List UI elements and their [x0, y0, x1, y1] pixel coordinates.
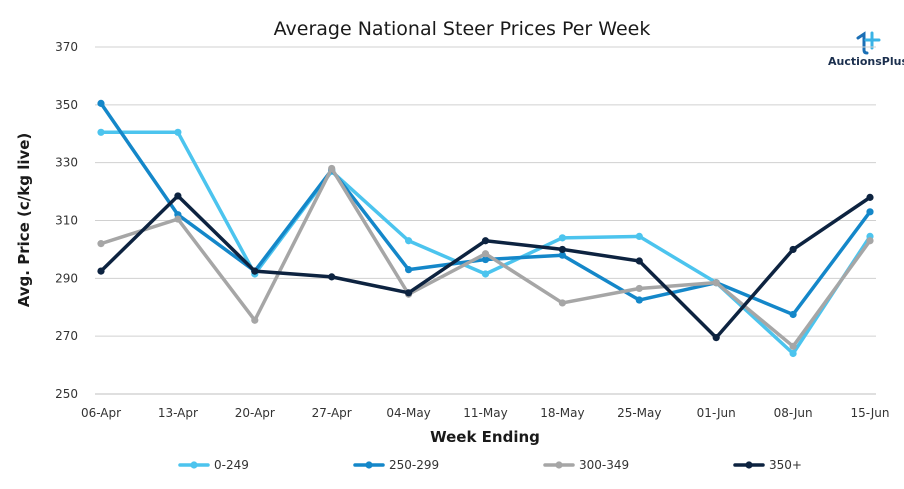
y-tick-label: 370 [55, 40, 78, 54]
chart-title: Average National Steer Prices Per Week [274, 18, 651, 40]
legend-swatch-marker [190, 461, 198, 469]
series-lines [97, 99, 874, 358]
data-point [866, 193, 874, 201]
x-axis-ticks: 06-Apr 13-Apr 20-Apr 27-Apr 04-May 11-May 18-M… [81, 406, 890, 420]
y-tick-label: 350 [55, 98, 78, 112]
data-point [481, 270, 490, 278]
x-tick-label: 11-May [463, 406, 507, 420]
y-axis-label: Avg. Price (c/kg live) [15, 133, 33, 308]
data-point [635, 257, 643, 265]
data-point [97, 99, 105, 107]
y-tick-label: 310 [55, 214, 78, 228]
x-tick-label: 13-Apr [158, 406, 198, 420]
legend-item: 0-249 [178, 458, 249, 472]
data-point [866, 237, 874, 245]
x-tick-label: 18-May [540, 406, 584, 420]
data-point [866, 208, 874, 216]
data-point [789, 310, 797, 319]
logo-text: AuctionsPlus [828, 55, 904, 68]
legend-item: 350+ [733, 458, 802, 472]
data-point [251, 267, 259, 275]
data-point [174, 192, 182, 200]
x-tick-label: 06-Apr [81, 406, 121, 420]
y-tick-label: 330 [55, 156, 78, 170]
y-tick-label: 290 [55, 271, 78, 285]
y-tick-label: 270 [55, 329, 78, 343]
legend: 0-249 250-299 300-349 350+ [178, 458, 802, 472]
data-point [635, 284, 643, 293]
data-point [558, 245, 567, 254]
auctionsplus-logo: AuctionsPlus [828, 31, 904, 68]
data-point [712, 279, 720, 287]
x-axis-label: Week Ending [430, 428, 540, 446]
series-250-299 [97, 99, 874, 319]
legend-label: 300-349 [579, 458, 629, 472]
data-point [405, 266, 413, 274]
data-point [789, 342, 797, 350]
data-point [558, 234, 567, 242]
legend-swatch-marker [365, 461, 373, 469]
data-point [97, 267, 105, 275]
legend-label: 250-299 [389, 458, 439, 472]
data-point [635, 296, 643, 304]
legend-swatch-marker [555, 461, 563, 469]
legend-item: 300-349 [543, 458, 629, 472]
y-axis-ticks: 250 270 290 310 330 350 370 [55, 40, 78, 401]
data-point [328, 164, 336, 173]
data-point [97, 240, 105, 248]
x-tick-label: 25-May [617, 406, 661, 420]
legend-item: 250-299 [353, 458, 439, 472]
x-tick-label: 27-Apr [312, 406, 352, 420]
x-tick-label: 15-Jun [850, 406, 889, 420]
series-350+ [97, 192, 874, 342]
gridlines [95, 46, 876, 395]
auctionsplus-logo-icon [856, 31, 881, 55]
x-tick-label: 20-Apr [235, 406, 275, 420]
data-point [405, 289, 413, 297]
y-tick-label: 250 [55, 387, 78, 401]
data-point [558, 251, 567, 259]
data-point [328, 273, 336, 281]
x-tick-label: 08-Jun [774, 406, 813, 420]
data-point [789, 349, 797, 358]
data-point [97, 128, 105, 136]
legend-label: 350+ [769, 458, 802, 472]
data-point [481, 250, 490, 258]
data-point [174, 215, 182, 223]
data-point [405, 237, 413, 245]
data-point [174, 128, 182, 136]
data-point [481, 237, 490, 245]
x-tick-label: 01-Jun [697, 406, 736, 420]
data-point [789, 245, 797, 254]
data-point [558, 299, 567, 307]
data-point [481, 255, 490, 264]
data-point [251, 316, 259, 324]
legend-label: 0-249 [214, 458, 249, 472]
data-point [712, 334, 720, 342]
data-point [635, 232, 643, 241]
legend-swatch-marker [745, 461, 753, 469]
x-tick-label: 04-May [386, 406, 430, 420]
series-line [99, 101, 872, 317]
